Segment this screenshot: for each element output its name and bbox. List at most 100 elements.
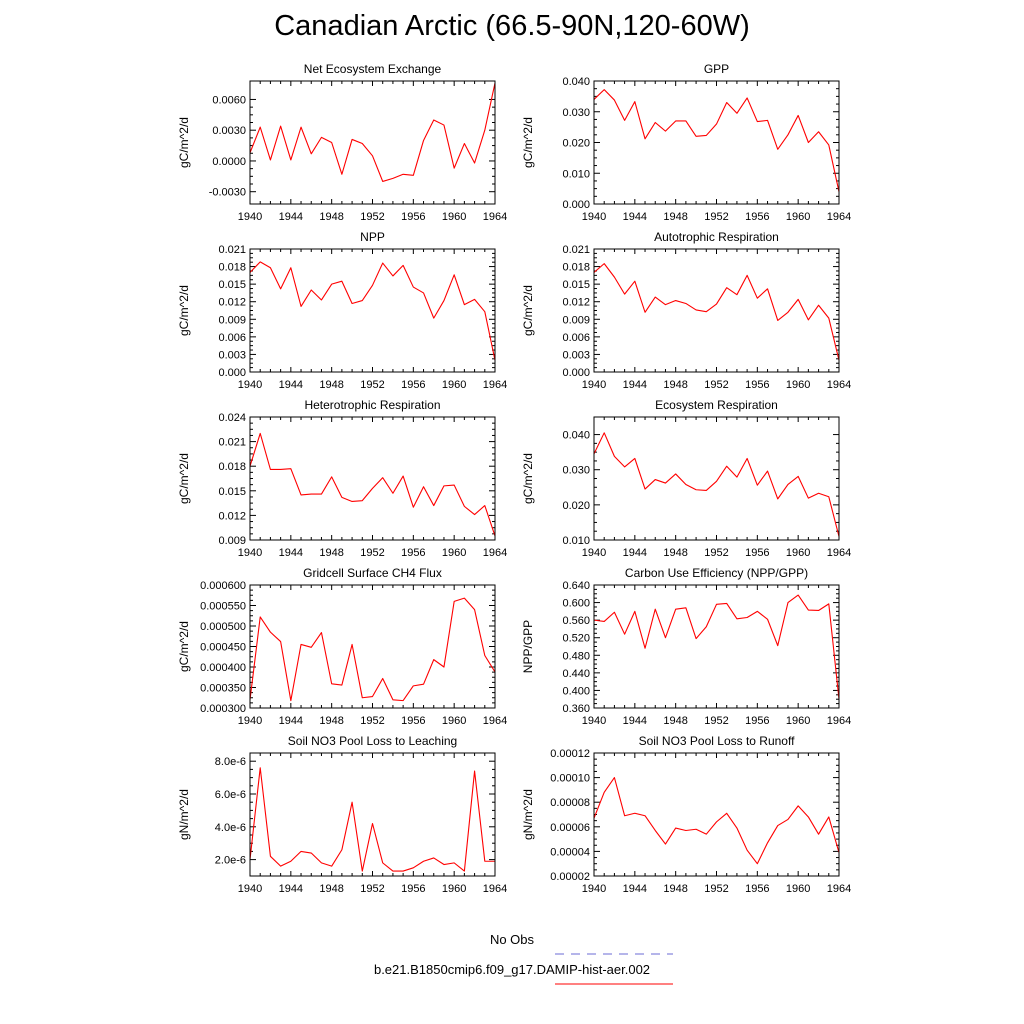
y-tick-label: 0.021 (562, 244, 590, 256)
y-axis-label: gC/m^2/d (521, 453, 535, 504)
x-tick-label: 1952 (704, 883, 728, 895)
plot-frame (249, 248, 496, 373)
y-tick-label: 0.012 (218, 297, 246, 309)
y-tick-label: 6.0e-6 (215, 789, 246, 801)
panel-6: Ecosystem Respiration gC/m^2/d 1940 1944 194… (521, 398, 851, 559)
x-tick-label: 1960 (442, 883, 466, 895)
y-tick-label: 0.018 (218, 262, 246, 274)
y-tick-label: 0.020 (562, 500, 590, 512)
y-tick-label: 0.015 (218, 279, 246, 291)
y-axis-label: gN/m^2/d (177, 789, 191, 840)
y-tick-label: -0.0030 (209, 187, 246, 199)
y-tick-label: 0.003 (218, 349, 246, 361)
y-tick-label: 0.018 (218, 461, 246, 473)
y-tick-label: 0.000500 (200, 621, 246, 633)
y-tick-label: 0.006 (562, 332, 590, 344)
y-tick-label: 0.360 (562, 703, 590, 715)
series-line-1 (593, 89, 840, 192)
plot-frame (249, 416, 496, 541)
panel-title: Ecosystem Respiration (655, 398, 778, 412)
y-axis-label: gC/m^2/d (521, 117, 535, 168)
x-tick-label: 1944 (279, 547, 303, 559)
x-tick-label: 1948 (319, 547, 343, 559)
y-axis-label: gN/m^2/d (521, 789, 535, 840)
x-tick-label: 1952 (360, 883, 384, 895)
y-tick-label: 0.000 (218, 367, 246, 379)
x-tick-label: 1948 (319, 883, 343, 895)
x-tick-label: 1940 (582, 379, 606, 391)
x-tick-label: 1952 (360, 547, 384, 559)
y-tick-label: 0.0060 (212, 94, 246, 106)
y-tick-label: 0.030 (562, 465, 590, 477)
x-tick-label: 1948 (663, 379, 687, 391)
series-line-1 (593, 594, 840, 700)
series-line-1 (593, 432, 840, 537)
x-tick-label: 1964 (827, 211, 851, 223)
x-tick-label: 1948 (663, 547, 687, 559)
x-tick-label: 1952 (360, 211, 384, 223)
y-tick-label: 0.480 (562, 650, 590, 662)
panel-title: Autotrophic Respiration (654, 230, 779, 244)
x-tick-label: 1952 (704, 715, 728, 727)
y-tick-label: 2.0e-6 (215, 855, 246, 867)
series-line-1 (593, 263, 840, 361)
plot-frame (593, 248, 840, 373)
plot-frame (593, 416, 840, 541)
x-tick-label: 1944 (623, 211, 647, 223)
x-tick-label: 1940 (238, 547, 262, 559)
y-tick-label: 0.010 (562, 168, 590, 180)
x-tick-label: 1964 (827, 379, 851, 391)
x-tick-label: 1940 (238, 211, 262, 223)
x-tick-label: 1960 (442, 379, 466, 391)
y-tick-label: 0.010 (562, 535, 590, 547)
x-tick-label: 1948 (663, 715, 687, 727)
legend-obs-label: No Obs (489, 932, 535, 947)
plot-frame (593, 752, 840, 877)
y-tick-label: 0.006 (218, 332, 246, 344)
y-tick-label: 8.0e-6 (215, 756, 246, 768)
y-tick-label: 0.009 (562, 314, 590, 326)
x-tick-label: 1964 (483, 883, 507, 895)
x-tick-label: 1948 (663, 883, 687, 895)
panel-title: Soil NO3 Pool Loss to Leaching (288, 734, 457, 748)
y-tick-label: 0.024 (218, 412, 246, 424)
y-tick-label: 0.600 (562, 598, 590, 610)
x-tick-label: 1960 (786, 379, 810, 391)
series-line-1 (249, 767, 495, 872)
panel-title: Net Ecosystem Exchange (304, 62, 442, 76)
y-tick-label: 0.000 (562, 367, 590, 379)
panel-title: Gridcell Surface CH4 Flux (303, 566, 442, 580)
y-tick-label: 0.000550 (200, 601, 246, 613)
x-tick-label: 1960 (786, 547, 810, 559)
x-tick-label: 1956 (745, 883, 769, 895)
y-tick-label: 0.0030 (212, 125, 246, 137)
y-tick-label: 0.015 (562, 279, 590, 291)
x-tick-label: 1960 (442, 211, 466, 223)
y-tick-label: 0.020 (562, 138, 590, 150)
y-tick-label: 0.021 (218, 437, 246, 449)
y-tick-label: 0.030 (562, 107, 590, 119)
x-tick-label: 1960 (786, 715, 810, 727)
x-tick-label: 1944 (623, 547, 647, 559)
y-tick-label: 0.000400 (200, 662, 246, 674)
y-tick-label: 0.021 (218, 244, 246, 256)
x-tick-label: 1956 (401, 547, 425, 559)
y-tick-label: 0.400 (562, 685, 590, 697)
x-tick-label: 1964 (827, 715, 851, 727)
x-tick-label: 1944 (279, 715, 303, 727)
y-tick-label: 0.00002 (550, 871, 590, 883)
x-tick-label: 1952 (704, 211, 728, 223)
x-tick-label: 1964 (483, 211, 507, 223)
x-tick-label: 1964 (483, 379, 507, 391)
y-tick-label: 0.003 (562, 349, 590, 361)
y-tick-label: 0.000 (562, 199, 590, 211)
plot-frame (593, 584, 840, 709)
x-tick-label: 1948 (663, 211, 687, 223)
x-tick-label: 1964 (827, 547, 851, 559)
panel-4: Autotrophic Respiration gC/m^2/d 1940 1944 1… (521, 230, 851, 391)
x-tick-label: 1956 (745, 211, 769, 223)
x-tick-label: 1952 (360, 715, 384, 727)
y-tick-label: 0.520 (562, 633, 590, 645)
x-tick-label: 1944 (279, 379, 303, 391)
